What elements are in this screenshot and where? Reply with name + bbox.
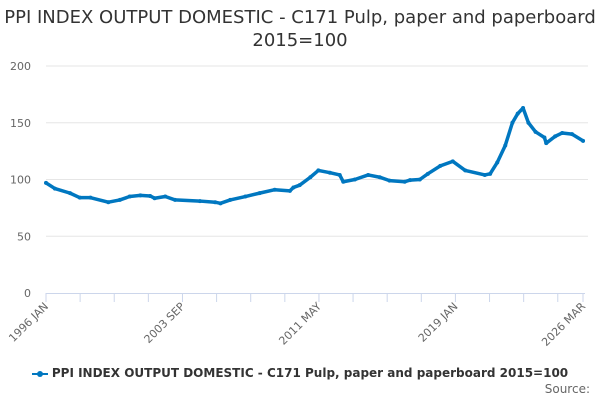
data-point xyxy=(408,178,413,183)
data-point xyxy=(488,171,493,176)
data-point xyxy=(327,170,332,175)
data-point xyxy=(533,129,538,134)
data-point xyxy=(138,193,143,198)
data-point xyxy=(297,183,302,188)
data-point xyxy=(387,178,392,183)
data-point xyxy=(495,160,500,165)
data-point xyxy=(526,120,531,125)
legend-item[interactable]: PPI INDEX OUTPUT DOMESTIC - C171 Pulp, p… xyxy=(0,366,600,380)
legend-label: PPI INDEX OUTPUT DOMESTIC - C171 Pulp, p… xyxy=(51,366,569,380)
y-tick-label: 200 xyxy=(10,60,31,73)
data-point xyxy=(510,120,515,125)
data-point xyxy=(366,172,371,177)
data-point xyxy=(377,175,382,180)
data-point xyxy=(463,168,468,173)
data-point xyxy=(44,180,48,185)
data-point xyxy=(228,197,233,202)
data-point xyxy=(127,194,132,199)
source-label: Source: xyxy=(544,382,590,396)
data-point xyxy=(352,177,357,182)
data-point xyxy=(287,188,292,193)
x-tick-label: 1996 JAN xyxy=(6,300,51,345)
data-point xyxy=(542,135,547,140)
data-point xyxy=(106,200,111,205)
data-point xyxy=(272,187,277,192)
x-tick-label: 2019 JAN xyxy=(416,300,461,345)
data-point xyxy=(213,200,218,205)
data-point xyxy=(553,134,558,139)
x-tick-label: 2011 MAY xyxy=(276,300,324,348)
data-point xyxy=(77,195,82,200)
y-tick-label: 50 xyxy=(17,230,31,243)
legend-symbol-icon xyxy=(31,369,48,379)
data-point xyxy=(148,193,153,198)
data-point xyxy=(243,194,248,199)
data-point xyxy=(482,172,487,177)
data-point xyxy=(291,185,296,190)
data-point xyxy=(570,132,575,137)
x-tick-label: 2003 SEP xyxy=(142,300,188,346)
data-point xyxy=(163,194,168,199)
data-point xyxy=(152,196,157,201)
data-point xyxy=(450,159,455,164)
data-point xyxy=(341,179,346,184)
y-tick-label: 100 xyxy=(10,174,31,187)
data-point xyxy=(337,172,342,177)
data-point xyxy=(308,175,313,180)
data-point xyxy=(117,197,122,202)
data-point xyxy=(402,179,407,184)
data-point xyxy=(515,111,520,116)
data-point xyxy=(88,195,93,200)
y-tick-label: 150 xyxy=(10,117,31,130)
x-tick-label: 2026 MAR xyxy=(539,300,588,349)
data-point xyxy=(521,105,526,110)
data-point xyxy=(560,130,565,135)
data-point xyxy=(503,143,508,148)
data-point xyxy=(438,163,443,168)
data-point xyxy=(52,186,57,191)
data-point xyxy=(173,197,178,202)
data-point xyxy=(218,201,223,206)
y-tick-label: 0 xyxy=(24,287,31,300)
data-point xyxy=(425,171,430,176)
chart-title: PPI INDEX OUTPUT DOMESTIC - C171 Pulp, p… xyxy=(4,7,596,51)
data-point xyxy=(68,191,73,196)
data-point xyxy=(544,141,549,146)
data-point xyxy=(316,168,321,173)
data-point xyxy=(581,138,586,143)
data-point xyxy=(197,199,202,204)
data-point xyxy=(257,191,262,196)
data-point xyxy=(417,177,422,182)
